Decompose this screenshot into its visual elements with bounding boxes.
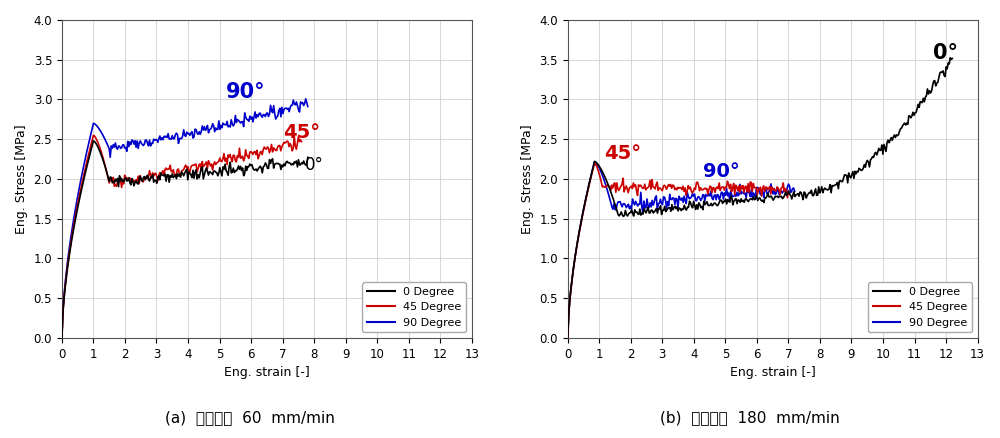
0 Degree bbox=[154, 177, 166, 183]
45 Degree bbox=[650, 182, 662, 187]
90 Degree bbox=[593, 165, 605, 170]
0 Degree bbox=[79, 173, 91, 178]
0 Degree bbox=[87, 138, 99, 143]
90 Degree bbox=[300, 96, 312, 102]
90 Degree bbox=[153, 136, 165, 141]
90 Degree bbox=[659, 194, 671, 200]
Text: (b)  인장속도  180  mm/min: (b) 인장속도 180 mm/min bbox=[660, 410, 840, 425]
X-axis label: Eng. strain [-]: Eng. strain [-] bbox=[730, 366, 816, 379]
45 Degree bbox=[625, 184, 637, 189]
45 Degree bbox=[103, 180, 115, 186]
Line: 0 Degree: 0 Degree bbox=[568, 58, 952, 338]
Line: 90 Degree: 90 Degree bbox=[568, 162, 795, 338]
0 Degree bbox=[729, 197, 741, 202]
Text: (a)  인장속도  60  mm/min: (a) 인장속도 60 mm/min bbox=[165, 410, 335, 425]
0 Degree bbox=[191, 177, 203, 182]
Y-axis label: Eng. Stress [MPa]: Eng. Stress [MPa] bbox=[15, 124, 28, 234]
45 Degree bbox=[279, 140, 291, 145]
45 Degree bbox=[294, 137, 306, 142]
90 Degree bbox=[645, 204, 657, 209]
45 Degree bbox=[87, 133, 99, 138]
0 Degree bbox=[615, 209, 627, 215]
45 Degree bbox=[590, 163, 602, 168]
Line: 90 Degree: 90 Degree bbox=[62, 99, 308, 338]
0 Degree bbox=[784, 192, 796, 197]
90 Degree bbox=[157, 137, 169, 142]
45 Degree bbox=[562, 336, 574, 341]
45 Degree bbox=[56, 336, 68, 341]
90 Degree bbox=[589, 159, 601, 164]
90 Degree bbox=[190, 127, 202, 132]
45 Degree bbox=[782, 189, 794, 194]
Legend: 0 Degree, 45 Degree, 90 Degree: 0 Degree, 45 Degree, 90 Degree bbox=[868, 283, 972, 332]
45 Degree bbox=[589, 160, 601, 166]
Text: 0°: 0° bbox=[305, 155, 324, 173]
0 Degree bbox=[887, 134, 899, 140]
0 Degree bbox=[782, 191, 794, 197]
Y-axis label: Eng. Stress [MPa]: Eng. Stress [MPa] bbox=[521, 124, 534, 234]
90 Degree bbox=[238, 124, 250, 129]
90 Degree bbox=[768, 186, 780, 191]
Text: 45°: 45° bbox=[283, 124, 320, 142]
0 Degree bbox=[239, 171, 251, 176]
90 Degree bbox=[253, 111, 265, 116]
0 Degree bbox=[302, 155, 314, 160]
90 Degree bbox=[615, 202, 627, 207]
45 Degree bbox=[252, 156, 264, 161]
45 Degree bbox=[140, 174, 152, 179]
Text: 90°: 90° bbox=[703, 162, 740, 180]
0 Degree bbox=[254, 164, 266, 169]
0 Degree bbox=[881, 140, 893, 145]
45 Degree bbox=[295, 139, 307, 144]
45 Degree bbox=[247, 152, 259, 157]
90 Degree bbox=[725, 189, 737, 194]
45 Degree bbox=[639, 182, 651, 187]
Line: 0 Degree: 0 Degree bbox=[62, 141, 308, 338]
90 Degree bbox=[302, 104, 314, 109]
0 Degree bbox=[944, 55, 956, 60]
Legend: 0 Degree, 45 Degree, 90 Degree: 0 Degree, 45 Degree, 90 Degree bbox=[362, 283, 466, 332]
45 Degree bbox=[575, 223, 587, 228]
Text: 90°: 90° bbox=[226, 81, 265, 102]
Line: 45 Degree: 45 Degree bbox=[62, 135, 301, 338]
0 Degree bbox=[946, 56, 958, 61]
90 Degree bbox=[79, 159, 91, 164]
45 Degree bbox=[730, 183, 742, 188]
0 Degree bbox=[56, 336, 68, 341]
X-axis label: Eng. strain [-]: Eng. strain [-] bbox=[224, 366, 310, 379]
90 Degree bbox=[562, 336, 574, 341]
Line: 45 Degree: 45 Degree bbox=[568, 163, 788, 338]
90 Degree bbox=[789, 189, 801, 194]
0 Degree bbox=[562, 336, 574, 341]
Text: 0°: 0° bbox=[933, 43, 958, 64]
90 Degree bbox=[56, 336, 68, 341]
0 Degree bbox=[158, 173, 170, 178]
Text: 45°: 45° bbox=[604, 144, 641, 163]
